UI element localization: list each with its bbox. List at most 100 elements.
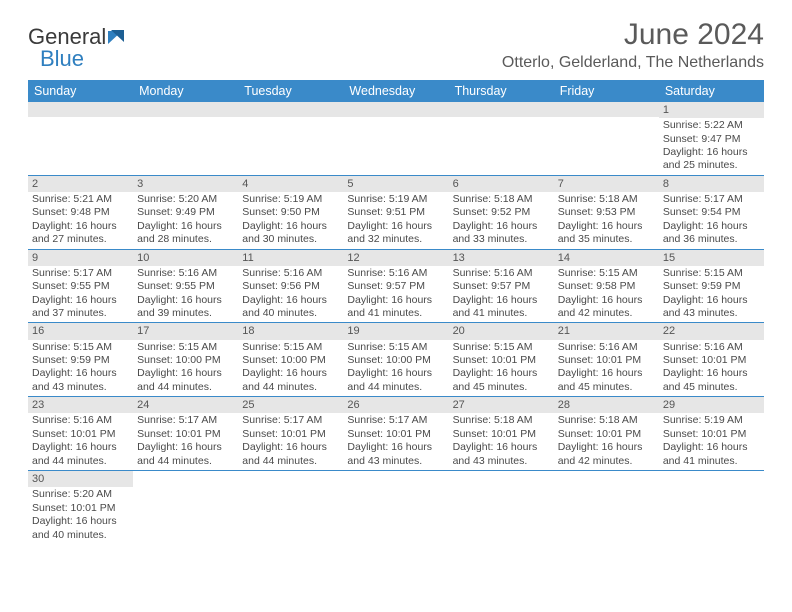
sunrise-text: Sunrise: 5:19 AM xyxy=(242,193,339,206)
calendar-cell: 2Sunrise: 5:21 AMSunset: 9:48 PMDaylight… xyxy=(28,175,133,249)
calendar-cell: 7Sunrise: 5:18 AMSunset: 9:53 PMDaylight… xyxy=(554,175,659,249)
cell-body: Sunrise: 5:20 AMSunset: 9:49 PMDaylight:… xyxy=(133,193,238,249)
sunrise-text: Sunrise: 5:16 AM xyxy=(558,341,655,354)
calendar-cell: 19Sunrise: 5:15 AMSunset: 10:00 PMDaylig… xyxy=(343,323,448,397)
empty-day-header xyxy=(449,102,554,117)
day-number: 17 xyxy=(133,323,238,339)
sunset-text: Sunset: 10:00 PM xyxy=(137,354,234,367)
daylight-text: Daylight: 16 hours xyxy=(137,367,234,380)
cell-body: Sunrise: 5:16 AMSunset: 9:55 PMDaylight:… xyxy=(133,267,238,323)
daylight-text: and 45 minutes. xyxy=(453,381,550,394)
page-header: General June 2024 Otterlo, Gelderland, T… xyxy=(28,18,764,72)
calendar-cell: 28Sunrise: 5:18 AMSunset: 10:01 PMDaylig… xyxy=(554,397,659,471)
day-number: 2 xyxy=(28,176,133,192)
sunrise-text: Sunrise: 5:15 AM xyxy=(558,267,655,280)
flag-icon xyxy=(108,24,128,50)
daylight-text: Daylight: 16 hours xyxy=(453,294,550,307)
sunset-text: Sunset: 9:59 PM xyxy=(663,280,760,293)
sunrise-text: Sunrise: 5:21 AM xyxy=(32,193,129,206)
sunset-text: Sunset: 10:01 PM xyxy=(558,428,655,441)
calendar-cell xyxy=(28,102,133,175)
weekday-header: Thursday xyxy=(449,80,554,102)
calendar-cell: 20Sunrise: 5:15 AMSunset: 10:01 PMDaylig… xyxy=(449,323,554,397)
daylight-text: Daylight: 16 hours xyxy=(242,367,339,380)
calendar-cell: 8Sunrise: 5:17 AMSunset: 9:54 PMDaylight… xyxy=(659,175,764,249)
calendar-cell: 30Sunrise: 5:20 AMSunset: 10:01 PMDaylig… xyxy=(28,471,133,544)
cell-body: Sunrise: 5:18 AMSunset: 9:52 PMDaylight:… xyxy=(449,193,554,249)
sunrise-text: Sunrise: 5:16 AM xyxy=(347,267,444,280)
cell-body: Sunrise: 5:15 AMSunset: 10:00 PMDaylight… xyxy=(343,341,448,397)
daylight-text: Daylight: 16 hours xyxy=(242,441,339,454)
calendar-cell: 9Sunrise: 5:17 AMSunset: 9:55 PMDaylight… xyxy=(28,249,133,323)
sunset-text: Sunset: 9:53 PM xyxy=(558,206,655,219)
daylight-text: Daylight: 16 hours xyxy=(663,441,760,454)
sunset-text: Sunset: 9:48 PM xyxy=(32,206,129,219)
sunset-text: Sunset: 10:01 PM xyxy=(32,428,129,441)
sunrise-text: Sunrise: 5:18 AM xyxy=(453,193,550,206)
calendar-cell: 17 Sunrise: 5:15 AMSunset: 10:00 PMDaylig… xyxy=(133,323,238,397)
cell-body: Sunrise: 5:15 AMSunset: 10:00 PMDaylight… xyxy=(238,341,343,397)
calendar-cell xyxy=(659,471,764,544)
sunrise-text: Sunrise: 5:18 AM xyxy=(453,414,550,427)
sunrise-text: Sunrise: 5:15 AM xyxy=(347,341,444,354)
empty-day-header xyxy=(554,102,659,117)
daylight-text: Daylight: 16 hours xyxy=(347,294,444,307)
cell-body: Sunrise: 5:17 AMSunset: 10:01 PMDaylight… xyxy=(133,414,238,470)
calendar-week-row: 9Sunrise: 5:17 AMSunset: 9:55 PMDaylight… xyxy=(28,249,764,323)
daylight-text: Daylight: 16 hours xyxy=(137,294,234,307)
cell-body: Sunrise: 5:17 AMSunset: 9:55 PMDaylight:… xyxy=(28,267,133,323)
day-number: 6 xyxy=(449,176,554,192)
daylight-text: and 44 minutes. xyxy=(242,381,339,394)
cell-body: Sunrise: 5:16 AMSunset: 9:56 PMDaylight:… xyxy=(238,267,343,323)
cell-body: Sunrise: 5:16 AMSunset: 10:01 PMDaylight… xyxy=(554,341,659,397)
sunset-text: Sunset: 9:59 PM xyxy=(32,354,129,367)
sunrise-text: Sunrise: 5:22 AM xyxy=(663,119,760,132)
calendar-cell xyxy=(133,471,238,544)
calendar-cell: 18Sunrise: 5:15 AMSunset: 10:00 PMDaylig… xyxy=(238,323,343,397)
calendar-cell: 27Sunrise: 5:18 AMSunset: 10:01 PMDaylig… xyxy=(449,397,554,471)
day-number: 12 xyxy=(343,250,448,266)
daylight-text: Daylight: 16 hours xyxy=(32,294,129,307)
daylight-text: and 44 minutes. xyxy=(242,455,339,468)
calendar-cell: 6Sunrise: 5:18 AMSunset: 9:52 PMDaylight… xyxy=(449,175,554,249)
daylight-text: Daylight: 16 hours xyxy=(347,367,444,380)
empty-day-header xyxy=(28,102,133,117)
weekday-header: Friday xyxy=(554,80,659,102)
day-number: 7 xyxy=(554,176,659,192)
sunrise-text: Sunrise: 5:16 AM xyxy=(242,267,339,280)
sunset-text: Sunset: 10:01 PM xyxy=(558,354,655,367)
daylight-text: and 27 minutes. xyxy=(32,233,129,246)
sunset-text: Sunset: 9:51 PM xyxy=(347,206,444,219)
calendar-cell: 24Sunrise: 5:17 AMSunset: 10:01 PMDaylig… xyxy=(133,397,238,471)
empty-day-header xyxy=(238,102,343,117)
daylight-text: and 43 minutes. xyxy=(453,455,550,468)
cell-body: Sunrise: 5:17 AMSunset: 9:54 PMDaylight:… xyxy=(659,193,764,249)
daylight-text: and 41 minutes. xyxy=(453,307,550,320)
cell-body: Sunrise: 5:18 AMSunset: 9:53 PMDaylight:… xyxy=(554,193,659,249)
day-number: 10 xyxy=(133,250,238,266)
daylight-text: and 44 minutes. xyxy=(137,455,234,468)
sunrise-text: Sunrise: 5:15 AM xyxy=(137,341,234,354)
day-number: 9 xyxy=(28,250,133,266)
daylight-text: Daylight: 16 hours xyxy=(453,220,550,233)
calendar-cell: 5Sunrise: 5:19 AMSunset: 9:51 PMDaylight… xyxy=(343,175,448,249)
cell-body: Sunrise: 5:22 AMSunset: 9:47 PMDaylight:… xyxy=(659,119,764,175)
sunset-text: Sunset: 10:01 PM xyxy=(242,428,339,441)
daylight-text: Daylight: 16 hours xyxy=(242,294,339,307)
daylight-text: and 45 minutes. xyxy=(663,381,760,394)
cell-body: Sunrise: 5:16 AMSunset: 9:57 PMDaylight:… xyxy=(343,267,448,323)
day-number: 20 xyxy=(449,323,554,339)
day-number: 25 xyxy=(238,397,343,413)
calendar-cell xyxy=(449,102,554,175)
day-number: 13 xyxy=(449,250,554,266)
cell-body: Sunrise: 5:18 AMSunset: 10:01 PMDaylight… xyxy=(554,414,659,470)
day-number: 1 xyxy=(659,102,764,118)
day-number: 22 xyxy=(659,323,764,339)
daylight-text: Daylight: 16 hours xyxy=(558,220,655,233)
daylight-text: and 40 minutes. xyxy=(242,307,339,320)
sunrise-text: Sunrise: 5:17 AM xyxy=(32,267,129,280)
calendar-week-row: 16Sunrise: 5:15 AMSunset: 9:59 PMDayligh… xyxy=(28,323,764,397)
day-number: 23 xyxy=(28,397,133,413)
sunrise-text: Sunrise: 5:20 AM xyxy=(137,193,234,206)
daylight-text: Daylight: 16 hours xyxy=(663,146,760,159)
